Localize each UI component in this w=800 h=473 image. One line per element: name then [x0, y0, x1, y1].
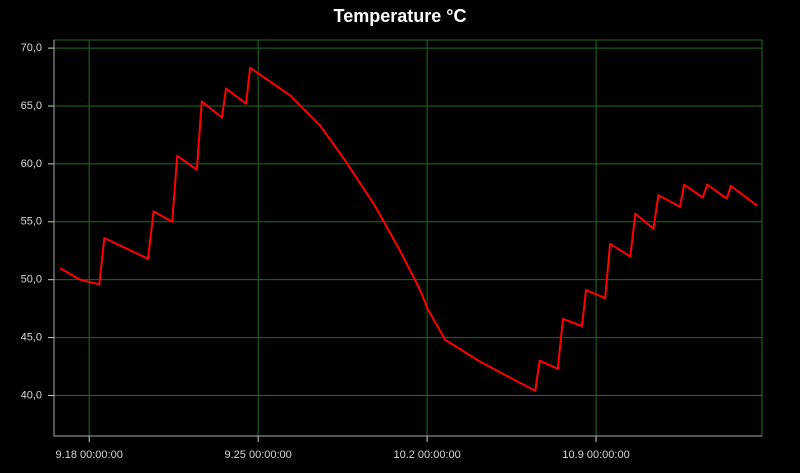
x-tick-label: 9.25 00:00:00	[225, 449, 292, 461]
y-tick-label: 50,0	[21, 274, 42, 286]
y-tick-label: 45,0	[21, 331, 42, 343]
y-tick-label: 40,0	[21, 389, 42, 401]
x-tick-label: 10.2 00:00:00	[393, 449, 460, 461]
y-tick-label: 55,0	[21, 216, 42, 228]
x-tick-label: 10.9 00:00:00	[562, 449, 629, 461]
y-tick-label: 70,0	[21, 42, 42, 54]
y-tick-label: 65,0	[21, 100, 42, 112]
data-line	[59, 66, 758, 392]
x-tick-label: 9.18 00:00:00	[56, 449, 123, 461]
y-tick-label: 60,0	[21, 158, 42, 170]
chart-title: Temperature °C	[334, 6, 467, 26]
